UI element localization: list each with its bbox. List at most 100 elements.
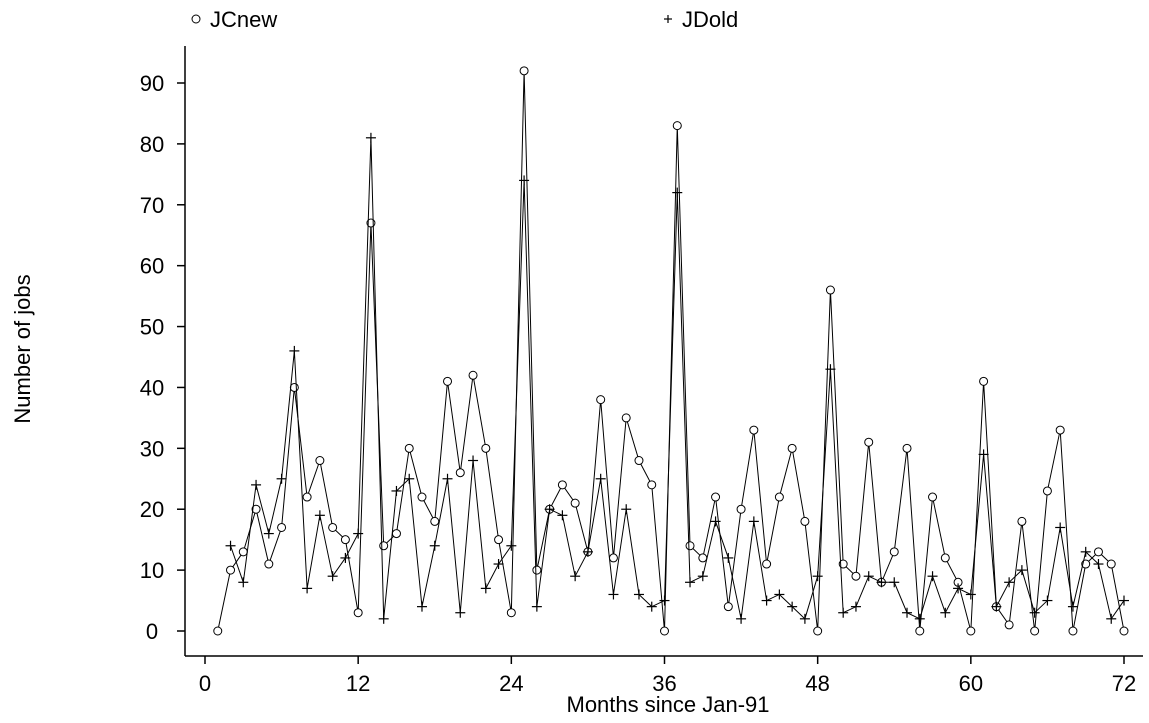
point-jcnew — [621, 413, 631, 423]
point-jdold — [774, 589, 785, 600]
y-tick-label: 40 — [140, 375, 164, 400]
point-jdold — [902, 607, 913, 618]
series-line-jcnew — [217, 70, 1125, 632]
x-tick-label: 24 — [499, 671, 523, 696]
point-jdold — [1119, 595, 1129, 606]
series-line-jdold — [230, 137, 1125, 621]
point-jdold — [263, 528, 274, 539]
point-jcnew — [1004, 620, 1014, 630]
point-jdold — [391, 485, 402, 496]
point-jcnew — [634, 456, 644, 466]
point-jdold — [468, 455, 479, 466]
x-axis-title: Months since Jan-91 — [567, 692, 770, 717]
point-jdold — [838, 607, 849, 618]
point-jdold — [633, 589, 644, 600]
legend-marker-jcnew — [191, 14, 201, 24]
point-jcnew — [1030, 626, 1040, 636]
point-jcnew — [417, 492, 427, 502]
legend-marker-jdold — [664, 15, 672, 23]
point-jdold — [493, 559, 504, 570]
point-jdold — [327, 571, 338, 582]
point-jdold — [723, 552, 734, 563]
point-jdold — [416, 601, 427, 612]
point-jcnew — [226, 565, 236, 575]
point-jdold — [1106, 613, 1117, 624]
point-jcnew — [902, 443, 912, 453]
point-jcnew — [443, 376, 453, 386]
point-jcnew — [506, 608, 516, 618]
series-jcnew — [213, 66, 1129, 636]
point-jdold — [876, 577, 887, 588]
point-jcnew — [660, 626, 669, 636]
point-jdold — [314, 510, 325, 521]
point-jcnew — [1093, 547, 1103, 557]
point-jdold — [825, 364, 836, 375]
x-axis-ticks: 0 12 24 36 48 60 72 — [199, 656, 1136, 696]
point-jcnew — [723, 602, 733, 612]
point-jcnew — [787, 443, 797, 453]
point-jdold — [914, 613, 925, 624]
point-jcnew — [302, 492, 312, 502]
point-jcnew — [468, 370, 478, 380]
point-jdold — [289, 345, 300, 356]
point-jdold — [621, 504, 632, 515]
point-jcnew — [672, 121, 682, 131]
point-jcnew — [455, 468, 465, 478]
point-jdold — [557, 510, 568, 521]
point-jdold — [927, 571, 938, 582]
point-jcnew — [1042, 486, 1052, 496]
point-jdold — [799, 613, 810, 624]
x-tick-label: 60 — [959, 671, 983, 696]
point-jcnew — [685, 541, 695, 551]
point-jdold — [1004, 577, 1015, 588]
point-jcnew — [251, 504, 261, 514]
y-tick-label: 60 — [140, 254, 164, 279]
point-jcnew — [851, 571, 861, 581]
point-jdold — [1016, 565, 1027, 576]
point-jdold — [595, 473, 606, 484]
point-jcnew — [711, 492, 721, 502]
point-jcnew — [570, 498, 580, 508]
x-tick-label: 36 — [652, 671, 676, 696]
point-jcnew — [1017, 516, 1027, 526]
point-jdold — [455, 607, 466, 618]
point-jcnew — [825, 285, 835, 295]
point-jcnew — [238, 547, 248, 557]
y-axis-ticks: 0 10 20 30 40 50 60 70 80 90 — [140, 71, 185, 644]
point-jcnew — [481, 443, 491, 453]
point-jdold — [238, 577, 249, 588]
point-jdold — [378, 613, 389, 624]
point-jdold — [850, 601, 861, 612]
point-jcnew — [404, 443, 414, 453]
point-jcnew — [328, 522, 338, 532]
point-jdold — [710, 516, 721, 527]
point-jcnew — [289, 382, 299, 392]
point-jdold — [353, 528, 364, 539]
point-jdold — [1042, 595, 1053, 606]
point-jdold — [429, 540, 440, 551]
point-jcnew — [813, 626, 823, 636]
point-jcnew — [557, 480, 567, 490]
point-jdold — [991, 601, 1002, 612]
point-jcnew — [277, 522, 287, 532]
point-jcnew — [315, 456, 325, 466]
point-jcnew — [774, 492, 784, 502]
point-jdold — [736, 613, 747, 624]
point-jdold — [697, 571, 708, 582]
point-jdold — [225, 540, 236, 551]
point-jdold — [276, 473, 287, 484]
point-jcnew — [698, 553, 708, 563]
point-jcnew — [864, 437, 874, 447]
point-jdold — [506, 540, 517, 551]
point-jdold — [812, 571, 823, 582]
point-jdold — [404, 473, 415, 484]
point-jdold — [442, 473, 453, 484]
legend: JCnew JDold — [191, 7, 738, 32]
point-jcnew — [213, 626, 223, 636]
y-tick-label: 0 — [146, 619, 158, 644]
y-tick-label: 70 — [140, 193, 164, 218]
point-jcnew — [430, 516, 440, 526]
y-tick-label: 10 — [140, 558, 164, 583]
point-jcnew — [532, 565, 542, 575]
point-jdold — [531, 601, 542, 612]
